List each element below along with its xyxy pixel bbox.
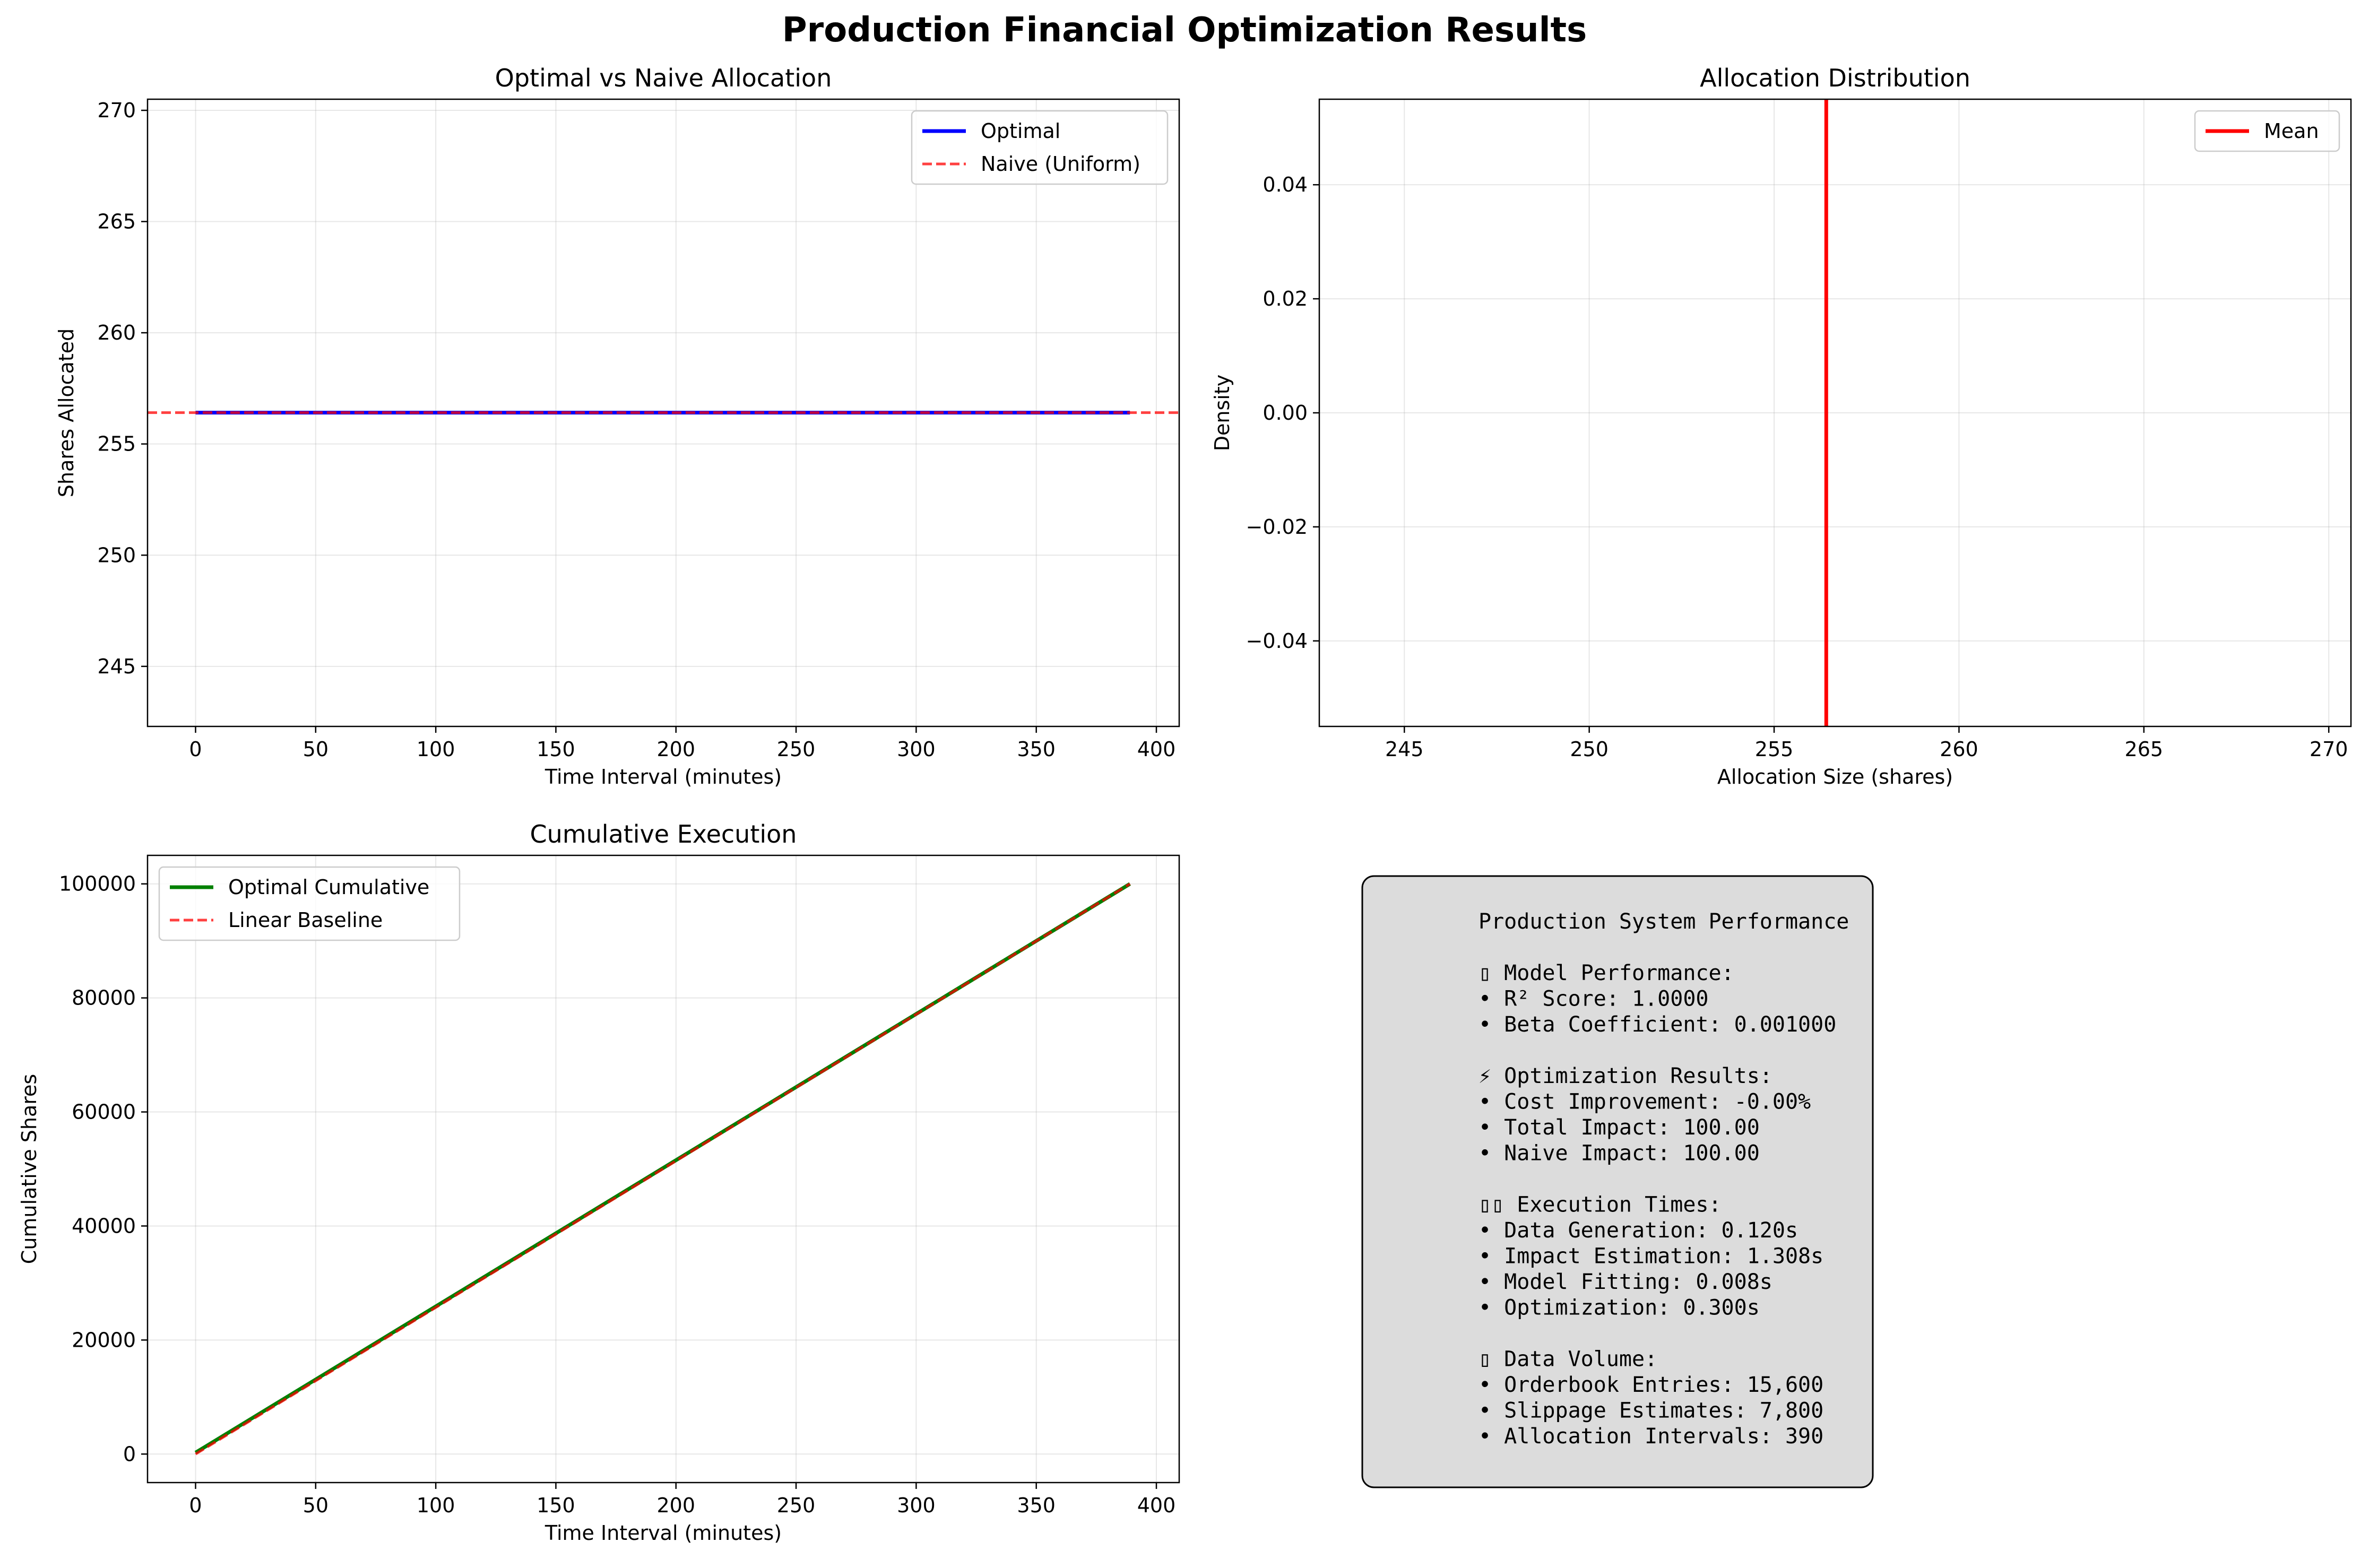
summary-line: • Allocation Intervals: 390 [1479,1424,1823,1449]
series-layer [194,882,1131,1456]
x-tick-label: 100 [417,1494,455,1517]
summary-line: ▯▯ Execution Times: [1479,1193,1722,1217]
plot-frame [146,98,1180,727]
summary-panel: Production System Performance ▯ Model Pe… [1361,875,1874,1488]
legend-label: Linear Baseline [228,908,383,932]
y-tick-label: 265 [97,210,136,233]
y-tick-label: 255 [97,432,136,456]
y-tick-label: 40000 [72,1214,136,1237]
summary-line: • Optimization: 0.300s [1479,1296,1760,1320]
x-tick-label: 245 [1385,738,1424,761]
chart-title: Cumulative Execution [530,820,797,848]
x-tick-label: 100 [417,738,455,761]
x-tick-label: 400 [1137,1494,1176,1517]
x-axis-label: Time Interval (minutes) [544,765,782,789]
x-tick-label: 0 [189,1494,202,1517]
y-tick-label: 60000 [72,1101,136,1124]
x-tick-label: 150 [537,1494,575,1517]
plot-frame [1318,98,2352,727]
summary-line: • Naive Impact: 100.00 [1479,1141,1760,1166]
y-tick-label: 0.00 [1263,401,1308,425]
legend-box [158,866,461,941]
summary-line: • Total Impact: 100.00 [1479,1115,1760,1140]
legend-box [911,110,1169,185]
x-tick-label: 200 [656,1494,695,1517]
summary-line: • Cost Improvement: -0.00% [1479,1090,1811,1114]
summary-line: ▯ Data Volume: [1479,1347,1657,1372]
x-tick-label: 150 [537,738,575,761]
x-tick-label: 50 [303,1494,328,1517]
y-tick-label: 260 [97,321,136,344]
y-tick-label: 20000 [72,1328,136,1352]
x-tick-label: 350 [1017,738,1056,761]
x-tick-label: 0 [189,738,202,761]
x-tick-label: 350 [1017,1494,1056,1517]
summary-line: • Impact Estimation: 1.308s [1479,1244,1823,1269]
x-tick-label: 255 [1755,738,1794,761]
x-tick-label: 400 [1137,738,1176,761]
y-tick-label: 0.02 [1263,287,1308,310]
y-tick-label: 100000 [59,872,136,896]
figure-title: Production Financial Optimization Result… [782,11,1587,50]
summary-line: • R² Score: 1.0000 [1479,987,1708,1011]
y-axis-label: Density [1211,375,1234,451]
legend-label: Naive (Uniform) [981,152,1140,176]
x-tick-label: 265 [2125,738,2164,761]
y-tick-label: 245 [97,655,136,678]
x-tick-label: 270 [2310,738,2348,761]
x-tick-label: 50 [303,738,328,761]
series-line [195,882,1131,1456]
summary-lines: ▯ Model Performance:• R² Score: 1.0000• … [1479,961,1836,1449]
legend-box [2194,110,2340,152]
summary-title: Production System Performance [1479,909,1849,934]
summary-line: • Slippage Estimates: 7,800 [1479,1399,1823,1423]
x-tick-label: 250 [777,738,816,761]
chart-title: Allocation Distribution [1700,64,1970,92]
x-tick-label: 200 [656,738,695,761]
y-tick-label: 250 [97,543,136,567]
x-tick-label: 260 [1940,738,1978,761]
summary-line: • Beta Coefficient: 0.001000 [1479,1012,1836,1037]
y-tick-label: 0.04 [1263,173,1308,196]
y-axis-label: Cumulative Shares [18,1074,41,1264]
x-axis-label: Allocation Size (shares) [1717,765,1953,789]
summary-line: • Orderbook Entries: 15,600 [1479,1373,1823,1397]
chart-distribution: 245 250 255 260 265 270 −0.04 −0.02 0.00 0.02 0.04… [1211,64,2352,789]
summary-line: • Model Fitting: 0.008s [1479,1270,1773,1294]
x-axis-label: Time Interval (minutes) [544,1521,782,1545]
legend-label: Mean [2264,119,2319,143]
chart-allocation: 0 50 100 150 200 250 300 350 400 245 250 255 260 265 2… [55,64,1180,789]
y-tick-label: 0 [123,1442,136,1466]
y-tick-label: −0.04 [1246,629,1308,653]
x-tick-label: 300 [897,1494,936,1517]
y-tick-label: −0.02 [1246,515,1308,539]
legend-label: Optimal [981,119,1060,143]
y-tick-label: 270 [97,99,136,122]
chart-title: Optimal vs Naive Allocation [495,64,832,92]
summary-box [1361,875,1874,1488]
summary-line: ▯ Model Performance: [1479,961,1734,985]
y-tick-label: 80000 [72,986,136,1010]
x-tick-label: 250 [777,1494,816,1517]
x-tick-label: 300 [897,738,936,761]
summary-line: ⚡ Optimization Results: [1479,1064,1773,1088]
chart-cumulative: 0 50 100 150 200 250 300 350 400 0 20000 40000 60000… [18,820,1180,1545]
legend-label: Optimal Cumulative [228,876,429,899]
plot-frame [146,854,1180,1484]
x-tick-label: 250 [1570,738,1609,761]
summary-line: • Data Generation: 0.120s [1479,1218,1798,1243]
y-axis-label: Shares Allocated [55,328,78,497]
